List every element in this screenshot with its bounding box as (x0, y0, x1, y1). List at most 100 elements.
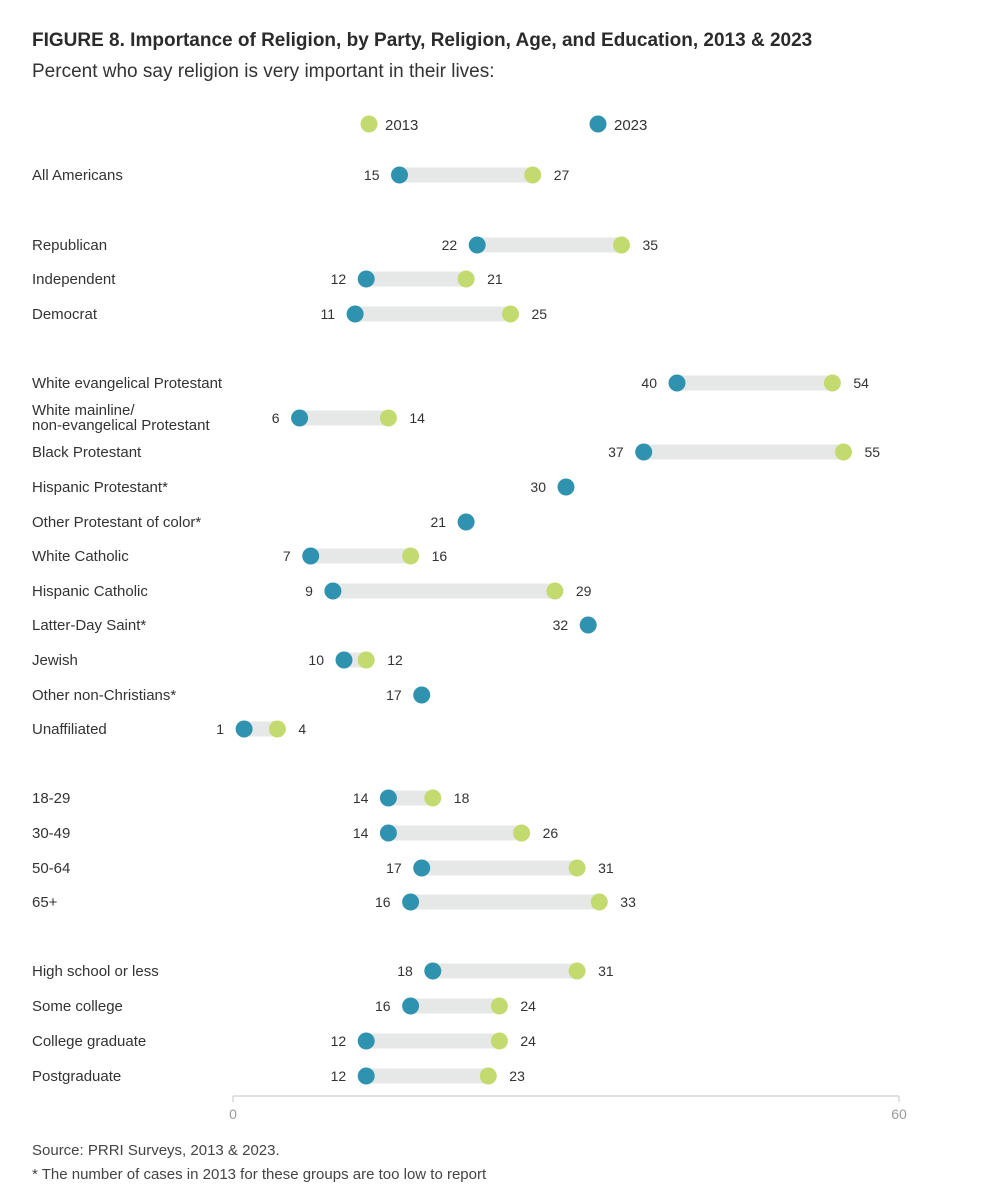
category-label: Democrat (32, 306, 98, 323)
value-label: 54 (853, 375, 869, 391)
value-label: 16 (375, 998, 391, 1014)
dot-2013 (823, 374, 841, 392)
value-label: 37 (608, 444, 624, 460)
category-label: Hispanic Catholic (32, 583, 148, 600)
value-label: 6 (272, 410, 280, 426)
dot-2023 (357, 1067, 375, 1085)
category-label: Jewish (32, 652, 78, 669)
value-label: 12 (387, 652, 403, 668)
dot-2023 (379, 824, 397, 842)
value-label: 14 (353, 825, 369, 841)
dot-2013 (490, 1032, 508, 1050)
category-label: 30-49 (32, 825, 70, 842)
value-label: 16 (432, 548, 448, 564)
dot-2013 (613, 236, 630, 254)
dot-2013 (357, 651, 375, 669)
value-label: 11 (321, 306, 336, 322)
legend-label-2013: 2013 (385, 117, 418, 134)
dot-2023 (457, 513, 475, 531)
dot-2013 (479, 1067, 497, 1085)
dot-2013 (513, 824, 531, 842)
dot-2023 (357, 1032, 375, 1050)
dot-2023 (468, 236, 486, 254)
dot-2013 (490, 997, 508, 1015)
value-label: 25 (532, 306, 548, 322)
dot-2013 (502, 305, 519, 323)
value-label: 35 (643, 237, 659, 253)
dot-2023 (579, 616, 597, 634)
value-label: 14 (353, 790, 369, 806)
value-label: 33 (620, 894, 636, 910)
category-label: White Catholic (32, 548, 129, 565)
category-label: White mainline/non-evangelical Protestan… (32, 402, 210, 434)
dot-2013 (546, 582, 564, 600)
value-label: 10 (308, 652, 324, 668)
dot-2023 (235, 720, 253, 738)
category-label: White evangelical Protestant (32, 375, 223, 392)
dot-2013 (590, 893, 608, 911)
dot-2013 (835, 443, 852, 461)
value-label: 12 (331, 271, 347, 287)
value-label: 15 (364, 167, 380, 183)
dot-2023 (424, 962, 442, 980)
chart-subtitle: Percent who say religion is very importa… (32, 61, 495, 82)
category-label: Independent (32, 271, 116, 288)
chart-title: FIGURE 8. Importance of Religion, by Par… (32, 30, 813, 51)
category-label: 18-29 (32, 790, 70, 807)
category-label: Postgraduate (32, 1068, 121, 1085)
value-label: 24 (520, 1033, 536, 1049)
value-label: 29 (576, 583, 592, 599)
dot-2023 (668, 374, 686, 392)
dot-2013 (568, 962, 586, 980)
dot-2013 (379, 409, 397, 427)
x-tick-label-min: 0 (229, 1106, 237, 1122)
value-label: 16 (375, 894, 391, 910)
value-label: 27 (554, 167, 570, 183)
value-label: 40 (641, 375, 657, 391)
category-label: Some college (32, 998, 123, 1015)
value-label: 17 (386, 687, 402, 703)
value-label: 14 (409, 410, 425, 426)
category-label: 50-64 (32, 860, 70, 877)
value-label: 4 (298, 721, 306, 737)
dot-2023 (335, 651, 353, 669)
dot-2023 (302, 547, 320, 565)
value-label: 21 (487, 271, 503, 287)
value-label: 31 (598, 860, 614, 876)
category-label: All Americans (32, 167, 123, 184)
footnote: * The number of cases in 2013 for these … (32, 1166, 487, 1183)
value-label: 31 (598, 963, 614, 979)
category-label: Other non-Christians* (32, 687, 176, 704)
value-label: 17 (386, 860, 402, 876)
dot-2023 (324, 582, 342, 600)
dot-2023 (402, 997, 420, 1015)
value-label: 26 (543, 825, 559, 841)
value-label: 1 (216, 721, 224, 737)
dot-2023 (379, 789, 397, 807)
dot-2013 (457, 270, 475, 288)
dot-2013 (524, 166, 542, 184)
category-label: High school or less (32, 963, 159, 980)
category-label: Hispanic Protestant* (32, 479, 168, 496)
value-label: 12 (331, 1033, 347, 1049)
category-label: College graduate (32, 1033, 146, 1050)
dot-2013 (402, 547, 420, 565)
dot-2023 (413, 686, 431, 704)
dot-2013 (268, 720, 286, 738)
x-tick-label-max: 60 (891, 1106, 907, 1122)
dot-2013 (568, 859, 586, 877)
value-label: 18 (397, 963, 413, 979)
dot-2023 (635, 443, 653, 461)
dot-2023 (402, 893, 420, 911)
value-label: 9 (305, 583, 313, 599)
value-label: 7 (283, 548, 291, 564)
value-label: 23 (509, 1068, 525, 1084)
dot-2023 (557, 478, 575, 496)
dot-2023 (413, 859, 431, 877)
value-label: 21 (431, 514, 447, 530)
legend-marker-2023 (589, 115, 607, 133)
category-label: Unaffiliated (32, 721, 107, 738)
category-label: Black Protestant (32, 444, 142, 461)
legend-marker-2013 (360, 115, 378, 133)
